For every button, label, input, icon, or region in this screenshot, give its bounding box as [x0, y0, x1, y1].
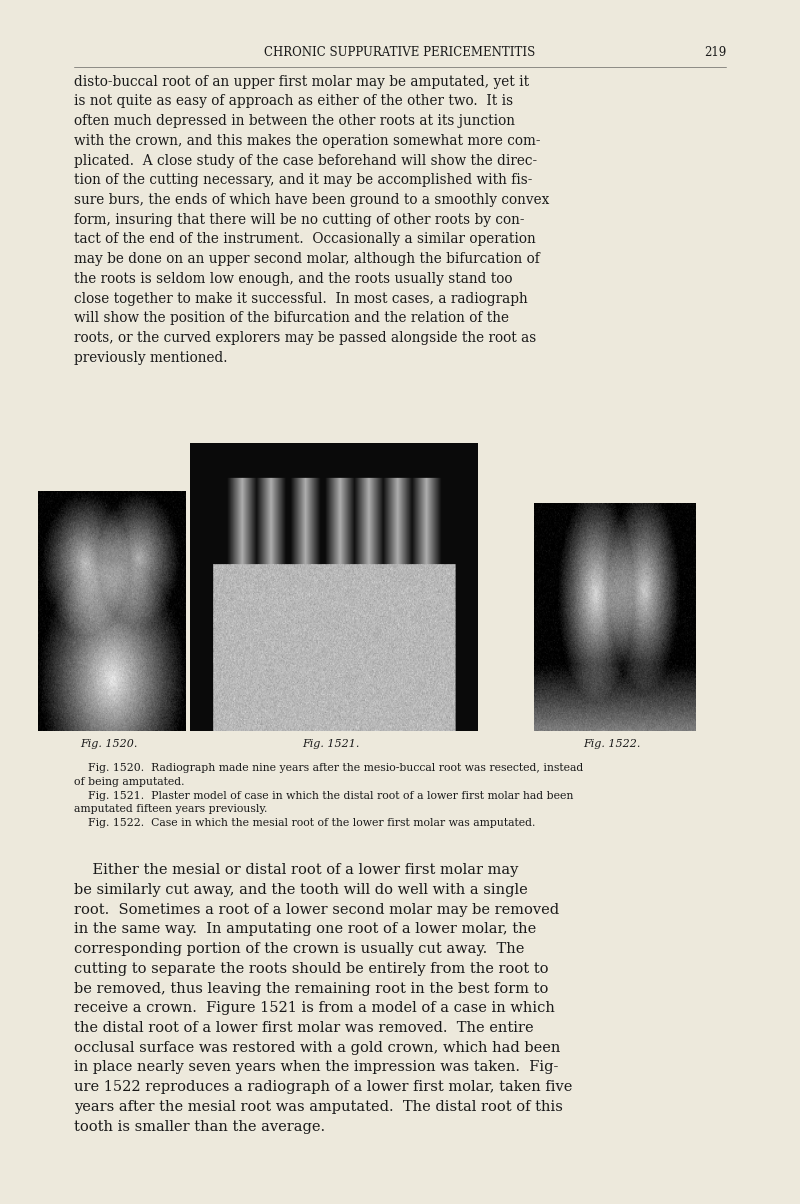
- Text: Either the mesial or distal root of a lower first molar may
be similarly cut awa: Either the mesial or distal root of a lo…: [74, 863, 572, 1134]
- Text: Fig. 1522.: Fig. 1522.: [583, 739, 641, 749]
- Text: Fig. 1521.: Fig. 1521.: [302, 739, 360, 749]
- Text: CHRONIC SUPPURATIVE PERICEMENTITIS: CHRONIC SUPPURATIVE PERICEMENTITIS: [264, 46, 536, 59]
- Text: Fig. 1520.  Radiograph made nine years after the mesio-buccal root was resected,: Fig. 1520. Radiograph made nine years af…: [74, 763, 583, 827]
- Text: Fig. 1520.: Fig. 1520.: [80, 739, 138, 749]
- Text: 219: 219: [704, 46, 726, 59]
- Text: disto-buccal root of an upper first molar may be amputated, yet it
is not quite : disto-buccal root of an upper first mola…: [74, 75, 549, 365]
